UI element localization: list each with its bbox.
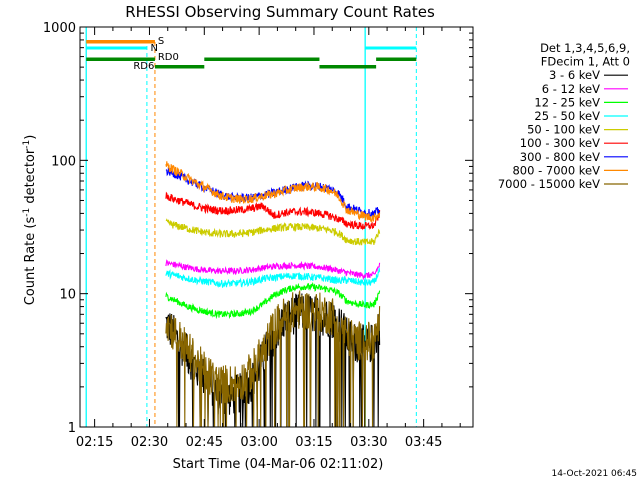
saa-flag-bar — [86, 40, 155, 44]
footer-date: 14-Oct-2021 06:45 — [552, 469, 637, 479]
legend-header-1: FDecim 1, Att 0 — [541, 55, 630, 69]
y-axis-title: Count Rate (s-1 detector-1) — [22, 135, 38, 306]
decimation-flag-bar-4 — [376, 57, 417, 61]
series-line-2 — [165, 281, 381, 320]
night-flag-bar-2 — [365, 46, 417, 50]
x-tick-label-4: 03:15 — [295, 435, 332, 450]
series-layer — [165, 161, 381, 428]
plot-frame — [79, 26, 474, 428]
saa-flag-label: S — [158, 36, 164, 47]
series-line-3 — [165, 267, 381, 289]
series-line-8 — [165, 289, 381, 428]
legend-label-7: 800 - 7000 keV — [512, 163, 600, 177]
decimation-flag-bar-2 — [204, 57, 320, 61]
y-tick-label-0: 1 — [68, 421, 76, 436]
legend-label-3: 25 - 50 keV — [534, 109, 600, 123]
series-line-4 — [165, 218, 381, 246]
x-tick-label-5: 03:30 — [350, 435, 387, 450]
axes: 1 10 100 1000 02:15 02:30 02:45 03:00 03:15 03:30… — [43, 21, 474, 450]
rd0-flag-label: RD0 — [158, 52, 179, 63]
x-axis-title: Start Time (04-Mar-06 02:11:02) — [173, 457, 384, 472]
night-flag-bar — [86, 46, 147, 50]
legend-label-1: 6 - 12 keV — [542, 82, 600, 96]
series-line-7 — [165, 161, 381, 224]
x-tick-label-2: 02:45 — [186, 435, 223, 450]
y-tick-label-3: 1000 — [43, 21, 76, 36]
chart-title: RHESSI Observing Summary Count Rates — [125, 3, 435, 21]
legend: Det 1,3,4,5,6,9,FDecim 1, Att 03 - 6 keV… — [498, 41, 630, 191]
decimation-flag-bar-1 — [154, 65, 205, 69]
legend-label-5: 100 - 300 keV — [520, 136, 600, 150]
x-tick-label-1: 02:30 — [131, 435, 168, 450]
y-tick-label-2: 100 — [51, 154, 76, 169]
legend-header-0: Det 1,3,4,5,6,9, — [540, 41, 630, 55]
legend-label-6: 300 - 800 keV — [520, 150, 600, 164]
x-tick-label-0: 02:15 — [76, 435, 113, 450]
x-tick-label-6: 03:45 — [405, 435, 442, 450]
legend-label-4: 50 - 100 keV — [527, 123, 600, 137]
series-line-1 — [165, 259, 381, 281]
series-line-5 — [165, 191, 381, 231]
legend-label-0: 3 - 6 keV — [549, 68, 600, 82]
legend-label-8: 7000 - 15000 keV — [498, 177, 600, 191]
decimation-flag-bar-3 — [319, 65, 377, 69]
night-flag-label: N — [151, 43, 158, 54]
rd6-flag-label: RD6 — [133, 61, 154, 72]
decimation-flag-bar-0 — [86, 57, 155, 61]
x-tick-label-3: 03:00 — [240, 435, 277, 450]
y-tick-label-1: 10 — [59, 288, 76, 303]
legend-label-2: 12 - 25 keV — [534, 95, 600, 109]
